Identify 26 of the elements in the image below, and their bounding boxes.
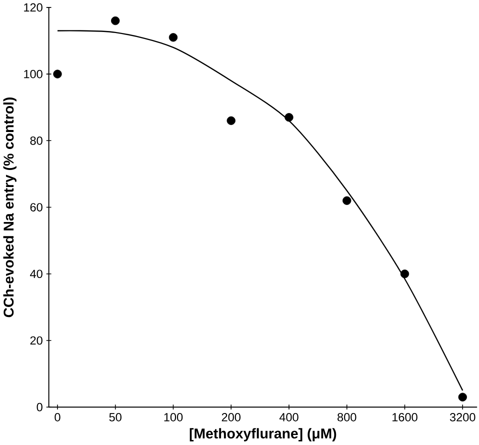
point (400, 270, 410, 278)
point (458, 392, 467, 402)
x-tick-label: 50 (109, 413, 122, 422)
y-tick-label: 80 (30, 136, 42, 146)
x-axis-title: [Methoxyflurane] (μM) (190, 428, 336, 442)
point (226, 116, 236, 126)
point (111, 16, 120, 26)
x-tick-label: 3200 (450, 413, 476, 422)
x-tick-label: 0 (54, 413, 60, 422)
x-tick-label: 1600 (392, 413, 418, 422)
y-tick-label: 120 (24, 3, 42, 12)
point (168, 33, 178, 42)
y-axis-title: CCh-evoked Na entry (% control) (3, 98, 16, 318)
y-tick-label: 20 (30, 336, 42, 345)
y-tick-label: 100 (24, 70, 42, 78)
point (53, 70, 62, 79)
x-tick-label: 800 (338, 413, 356, 422)
x-tick-label: 200 (222, 413, 240, 422)
point (284, 113, 294, 122)
point (342, 196, 352, 206)
x-tick-label: 400 (279, 413, 298, 422)
y-tick-label: 40 (30, 270, 42, 278)
x-tick-label: 100 (164, 413, 183, 422)
y-tick-label: 60 (30, 203, 42, 212)
line-series (56, 30, 464, 392)
y-tick-label: 0 (36, 403, 42, 412)
